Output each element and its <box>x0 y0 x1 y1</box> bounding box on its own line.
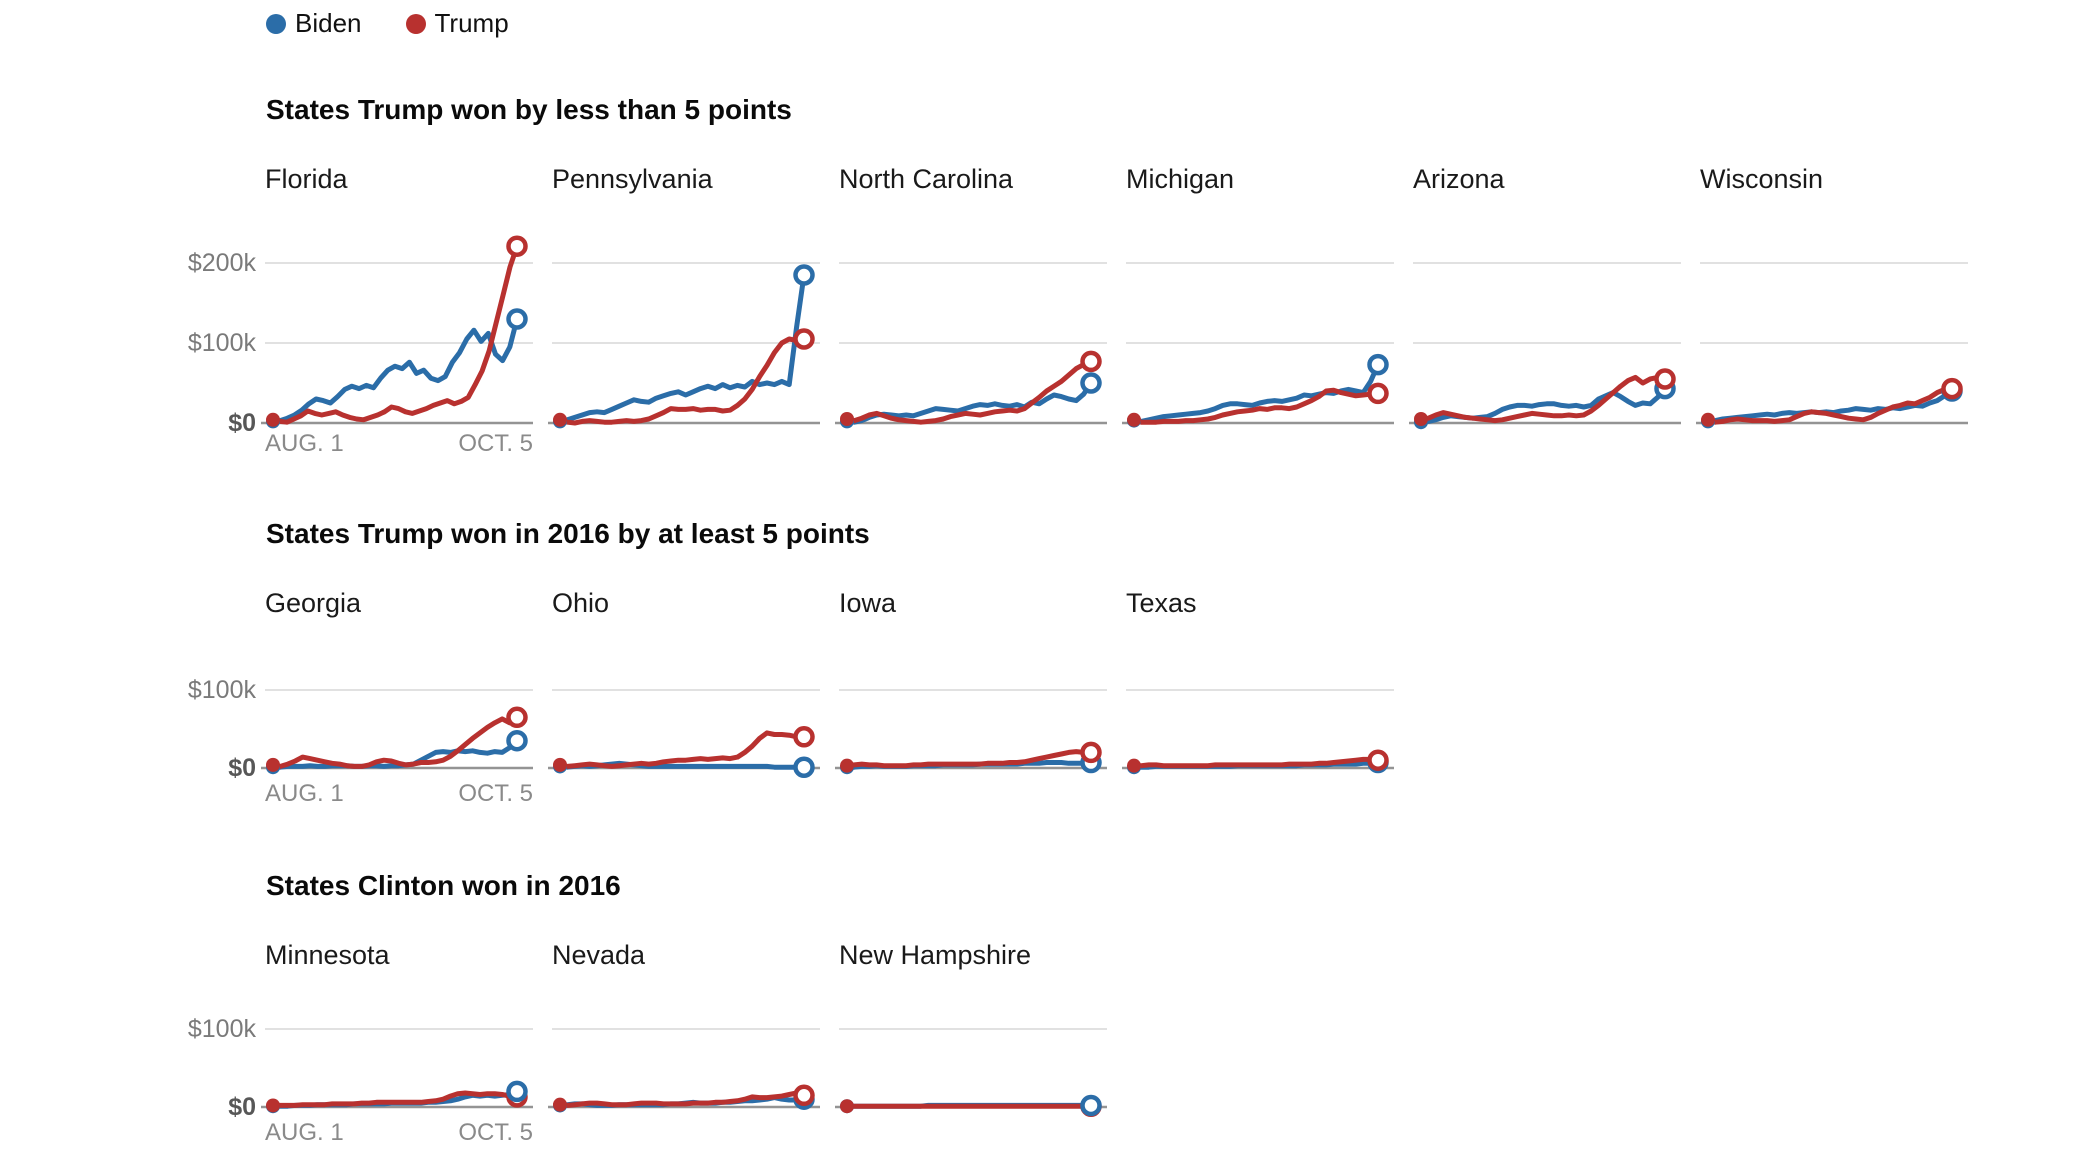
chart-line-trump <box>1705 386 1955 425</box>
chart-line-trump <box>557 730 807 769</box>
state-label-arizona: Arizona <box>1413 164 1505 194</box>
chart-line-biden <box>270 316 520 424</box>
state-label-nevada: Nevada <box>552 940 646 970</box>
x-axis-date-labels: AUG. 1 OCT. 5 <box>265 1119 533 1147</box>
state-chart-ohio <box>548 689 820 778</box>
end-circle-trump <box>1654 368 1676 390</box>
end-circle-trump <box>793 726 815 748</box>
state-label-iowa: Iowa <box>839 588 897 618</box>
state-chart-texas <box>1122 689 1394 775</box>
start-dot-trump <box>840 1099 854 1114</box>
end-circle-biden <box>793 756 815 778</box>
section-title: States Trump won in 2016 by at least 5 p… <box>266 518 870 549</box>
chart-line-biden <box>270 738 520 770</box>
section-title: States Clinton won in 2016 <box>266 870 621 901</box>
x-axis-end-label: OCT. 5 <box>458 430 533 457</box>
chart-line-trump <box>270 714 520 769</box>
end-circle-trump <box>506 235 528 257</box>
chart-line-trump <box>844 358 1094 425</box>
chart-line-trump <box>1131 387 1381 425</box>
x-axis-start-label: AUG. 1 <box>265 430 344 457</box>
state-label-ohio: Ohio <box>552 588 610 618</box>
state-chart-iowa <box>835 689 1107 775</box>
state-chart-nevada <box>548 1028 820 1113</box>
state-label-wisconsin: Wisconsin <box>1700 164 1824 194</box>
x-axis-start-label: AUG. 1 <box>265 780 344 807</box>
state-label-pennsylvania: Pennsylvania <box>552 164 713 194</box>
legend-item-biden: Biden <box>266 8 362 39</box>
state-label-florida: Florida <box>265 164 348 194</box>
x-axis-end-label: OCT. 5 <box>458 1119 533 1146</box>
end-circle-biden <box>506 729 528 752</box>
legend: Biden Trump <box>266 8 509 39</box>
state-chart-minnesota <box>261 1028 533 1114</box>
start-dot-trump <box>1127 412 1141 427</box>
x-axis-date-labels: AUG. 1 OCT. 5 <box>265 430 533 458</box>
chart-line-trump <box>270 243 520 425</box>
chart-line-trump <box>844 749 1094 769</box>
start-dot-trump <box>840 758 854 773</box>
start-dot-trump <box>266 412 280 427</box>
state-label-north-carolina: North Carolina <box>839 164 1014 194</box>
end-circle-biden <box>793 264 815 286</box>
state-chart-michigan <box>1122 262 1394 428</box>
start-dot-trump <box>266 1098 280 1113</box>
end-circle-trump <box>1080 350 1102 373</box>
start-dot-trump <box>553 412 567 427</box>
start-dot-trump <box>1127 758 1141 773</box>
start-dot-trump <box>553 1097 567 1112</box>
end-circle-biden <box>1080 372 1102 394</box>
end-circle-trump <box>1367 382 1389 405</box>
end-circle-trump <box>1080 741 1102 764</box>
biden-dot-icon <box>266 13 286 34</box>
x-axis-date-labels: AUG. 1 OCT. 5 <box>265 780 533 808</box>
state-chart-north-carolina <box>835 262 1107 429</box>
state-chart-new-hampshire <box>835 1028 1107 1117</box>
state-chart-florida <box>261 235 533 429</box>
end-circle-trump <box>793 1084 815 1107</box>
trump-dot-icon <box>405 13 426 34</box>
x-axis-end-label: OCT. 5 <box>458 780 533 807</box>
chart-line-trump <box>557 1090 807 1108</box>
chart-line-biden <box>557 272 807 424</box>
start-dot-trump <box>266 757 280 772</box>
state-label-minnesota: Minnesota <box>265 940 390 970</box>
chart-line-trump <box>557 336 807 426</box>
state-chart-georgia <box>261 689 533 775</box>
section-title: States Trump won by less than 5 points <box>266 94 792 125</box>
state-chart-pennsylvania <box>548 262 820 429</box>
chart-line-trump <box>1418 374 1668 424</box>
state-label-michigan: Michigan <box>1126 164 1235 194</box>
state-label-new-hampshire: New Hampshire <box>839 940 1032 970</box>
x-axis-start-label: AUG. 1 <box>265 1119 344 1146</box>
legend-label-biden: Biden <box>295 8 362 38</box>
chart-line-trump <box>1131 756 1381 769</box>
state-label-texas: Texas <box>1126 588 1197 618</box>
end-circle-trump <box>506 706 528 729</box>
end-circle-trump <box>1367 749 1389 771</box>
start-dot-trump <box>1701 412 1715 427</box>
legend-item-trump: Trump <box>405 8 509 39</box>
start-dot-trump <box>1414 412 1428 426</box>
end-circle-biden <box>1080 1094 1102 1117</box>
end-circle-trump <box>793 328 815 350</box>
start-dot-trump <box>553 757 567 772</box>
start-dot-trump <box>840 412 854 426</box>
end-circle-biden <box>506 308 528 330</box>
state-label-georgia: Georgia <box>265 588 362 618</box>
state-chart-arizona <box>1409 262 1681 430</box>
end-circle-trump <box>1941 377 1963 400</box>
state-chart-wisconsin <box>1696 262 1968 429</box>
end-circle-biden <box>506 1080 528 1103</box>
end-circle-biden <box>1367 353 1389 376</box>
legend-label-trump: Trump <box>434 8 509 38</box>
chart-line-trump <box>270 1090 520 1108</box>
